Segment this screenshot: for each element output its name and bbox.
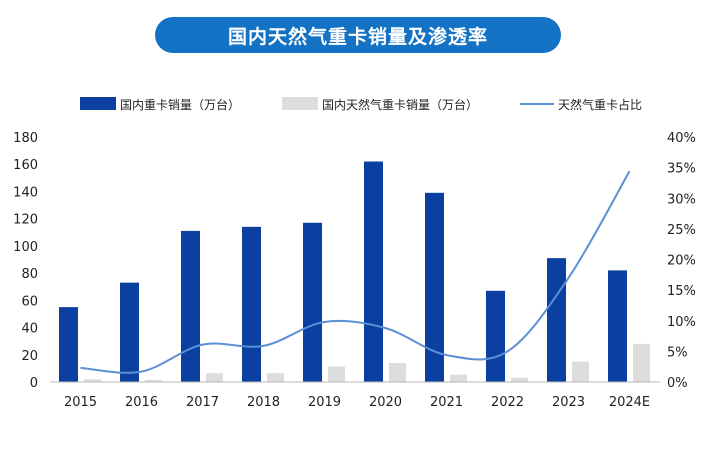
bar-heavy-truck-sales (547, 258, 566, 382)
bar-heavy-truck-sales (425, 192, 444, 382)
right-axis-tick-label: 40% (667, 131, 696, 146)
right-axis-tick-label: 0% (667, 376, 688, 391)
x-axis-tick-label: 2017 (186, 395, 219, 410)
legend-label-heavy-truck-sales: 国内重卡销量（万台） (120, 97, 240, 112)
right-axis-tick-label: 5% (667, 345, 688, 360)
left-axis-tick-label: 160 (13, 158, 38, 173)
bar-gas-truck-sales (511, 377, 528, 382)
legend-swatch-heavy-truck-sales (80, 97, 116, 110)
right-axis-tick-label: 15% (667, 284, 696, 299)
bar-gas-truck-sales (572, 361, 589, 382)
x-axis-tick-label: 2022 (491, 395, 524, 410)
bar-gas-truck-sales (389, 362, 406, 382)
bar-gas-truck-sales (84, 379, 101, 382)
right-axis-tick-label: 10% (667, 315, 696, 330)
right-axis-tick-label: 35% (667, 162, 696, 177)
bar-gas-truck-sales (267, 373, 284, 382)
x-axis-tick-label: 2020 (369, 395, 402, 410)
legend-label-gas-truck-sales: 国内天然气重卡销量（万台） (322, 97, 478, 112)
left-axis-tick-label: 60 (21, 294, 38, 309)
x-axis-tick-label: 2021 (430, 395, 463, 410)
bar-heavy-truck-sales (364, 161, 383, 382)
bar-heavy-truck-sales (608, 270, 627, 382)
left-axis-tick-label: 80 (21, 267, 38, 282)
legend-label-gas-truck-share: 天然气重卡占比 (558, 97, 642, 112)
x-axis-tick-label: 2019 (308, 395, 341, 410)
left-axis-tick-label: 120 (13, 213, 38, 228)
x-axis-tick-label: 2015 (64, 395, 97, 410)
bar-heavy-truck-sales (303, 222, 322, 382)
legend-swatch-gas-truck-sales (282, 97, 318, 110)
left-axis-tick-label: 20 (21, 349, 38, 364)
bar-heavy-truck-sales (486, 290, 505, 382)
left-axis-tick-label: 180 (13, 131, 38, 146)
x-axis-tick-label: 2018 (247, 395, 280, 410)
bar-heavy-truck-sales (242, 226, 261, 382)
left-axis-tick-label: 40 (21, 322, 38, 337)
right-axis-tick-label: 25% (667, 223, 696, 238)
bar-heavy-truck-sales (59, 307, 78, 382)
x-axis-tick-label: 2024E (609, 395, 650, 410)
left-axis-tick-label: 0 (30, 376, 38, 391)
bar-gas-truck-sales (145, 379, 162, 382)
left-axis-tick-label: 100 (13, 240, 38, 255)
right-axis-tick-label: 30% (667, 192, 696, 207)
bar-gas-truck-sales (206, 373, 223, 382)
bar-gas-truck-sales (450, 374, 467, 382)
bar-gas-truck-sales (328, 366, 345, 382)
left-axis-tick-label: 140 (13, 185, 38, 200)
bar-heavy-truck-sales (120, 282, 139, 382)
line-gas-truck-share (80, 170, 631, 374)
x-axis-tick-label: 2023 (552, 395, 585, 410)
x-axis-tick-label: 2016 (125, 395, 158, 410)
chart-title: 国内天然气重卡销量及渗透率 (155, 17, 561, 53)
bar-heavy-truck-sales (181, 230, 200, 382)
bar-gas-truck-sales (633, 343, 650, 382)
right-axis-tick-label: 20% (667, 254, 696, 269)
